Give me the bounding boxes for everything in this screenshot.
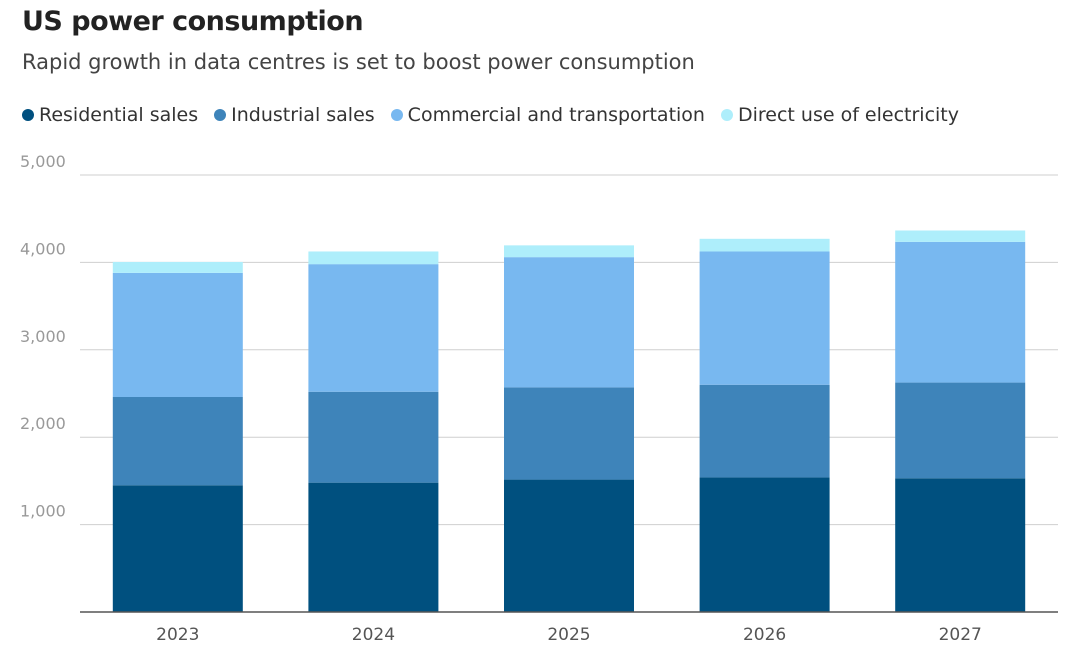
bar-segment-residential-sales xyxy=(308,482,439,612)
bar-segment-industrial-sales xyxy=(308,391,439,483)
legend-label-direct-use: Direct use of electricity xyxy=(737,104,959,126)
y-tick-label: 3,000 xyxy=(20,327,66,346)
bar-segment-commercial-and-transportation xyxy=(504,257,634,388)
bar-segment-direct-use-of-electricity xyxy=(895,230,1026,242)
x-tick-label: 2024 xyxy=(352,625,395,645)
bar-segment-industrial-sales xyxy=(504,387,634,480)
legend-label-industrial: Industrial sales xyxy=(231,104,375,126)
bar-segment-residential-sales xyxy=(504,479,634,612)
legend-item-direct-use: Direct use of electricity xyxy=(720,104,959,126)
legend-swatch-industrial xyxy=(214,109,227,121)
bar-segment-industrial-sales xyxy=(112,396,243,486)
legend-swatch-residential xyxy=(22,109,34,121)
y-tick-label: 2,000 xyxy=(20,414,66,433)
legend-item-residential: Residential sales xyxy=(22,104,198,126)
x-tick-label: 2023 xyxy=(156,625,199,645)
bar-segment-direct-use-of-electricity xyxy=(112,261,243,273)
y-tick-label: 5,000 xyxy=(20,152,66,171)
legend-item-industrial: Industrial sales xyxy=(214,104,375,126)
chart-subtitle: Rapid growth in data centres is set to b… xyxy=(22,50,695,74)
bar-segment-industrial-sales xyxy=(699,384,830,478)
legend-label-residential: Residential sales xyxy=(39,104,199,126)
bar-segment-industrial-sales xyxy=(895,382,1026,479)
bar-segment-commercial-and-transportation xyxy=(112,272,243,397)
bar-segment-direct-use-of-electricity xyxy=(504,245,634,258)
legend-item-commercial: Commercial and transportation xyxy=(390,104,705,126)
chart-title: US power consumption xyxy=(22,6,364,37)
legend-swatch-direct-use xyxy=(720,109,733,121)
x-tick-label: 2026 xyxy=(743,625,786,645)
bar-segment-direct-use-of-electricity xyxy=(308,251,439,265)
bar-segment-commercial-and-transportation xyxy=(699,251,830,385)
y-tick-label: 4,000 xyxy=(20,239,66,258)
bar-segment-direct-use-of-electricity xyxy=(699,238,830,252)
legend-label-commercial: Commercial and transportation xyxy=(407,104,705,126)
y-tick-label: 1,000 xyxy=(20,502,66,521)
bar-segment-residential-sales xyxy=(112,485,243,612)
x-tick-label: 2027 xyxy=(939,625,982,645)
x-tick-label: 2025 xyxy=(547,625,590,645)
bar-segment-commercial-and-transportation xyxy=(308,264,439,392)
bar-segment-residential-sales xyxy=(895,478,1026,612)
legend-swatch-commercial xyxy=(390,109,403,121)
chart-legend: Residential sales Industrial sales Comme… xyxy=(22,104,975,126)
bar-segment-commercial-and-transportation xyxy=(895,241,1026,383)
bar-segment-residential-sales xyxy=(699,477,830,612)
